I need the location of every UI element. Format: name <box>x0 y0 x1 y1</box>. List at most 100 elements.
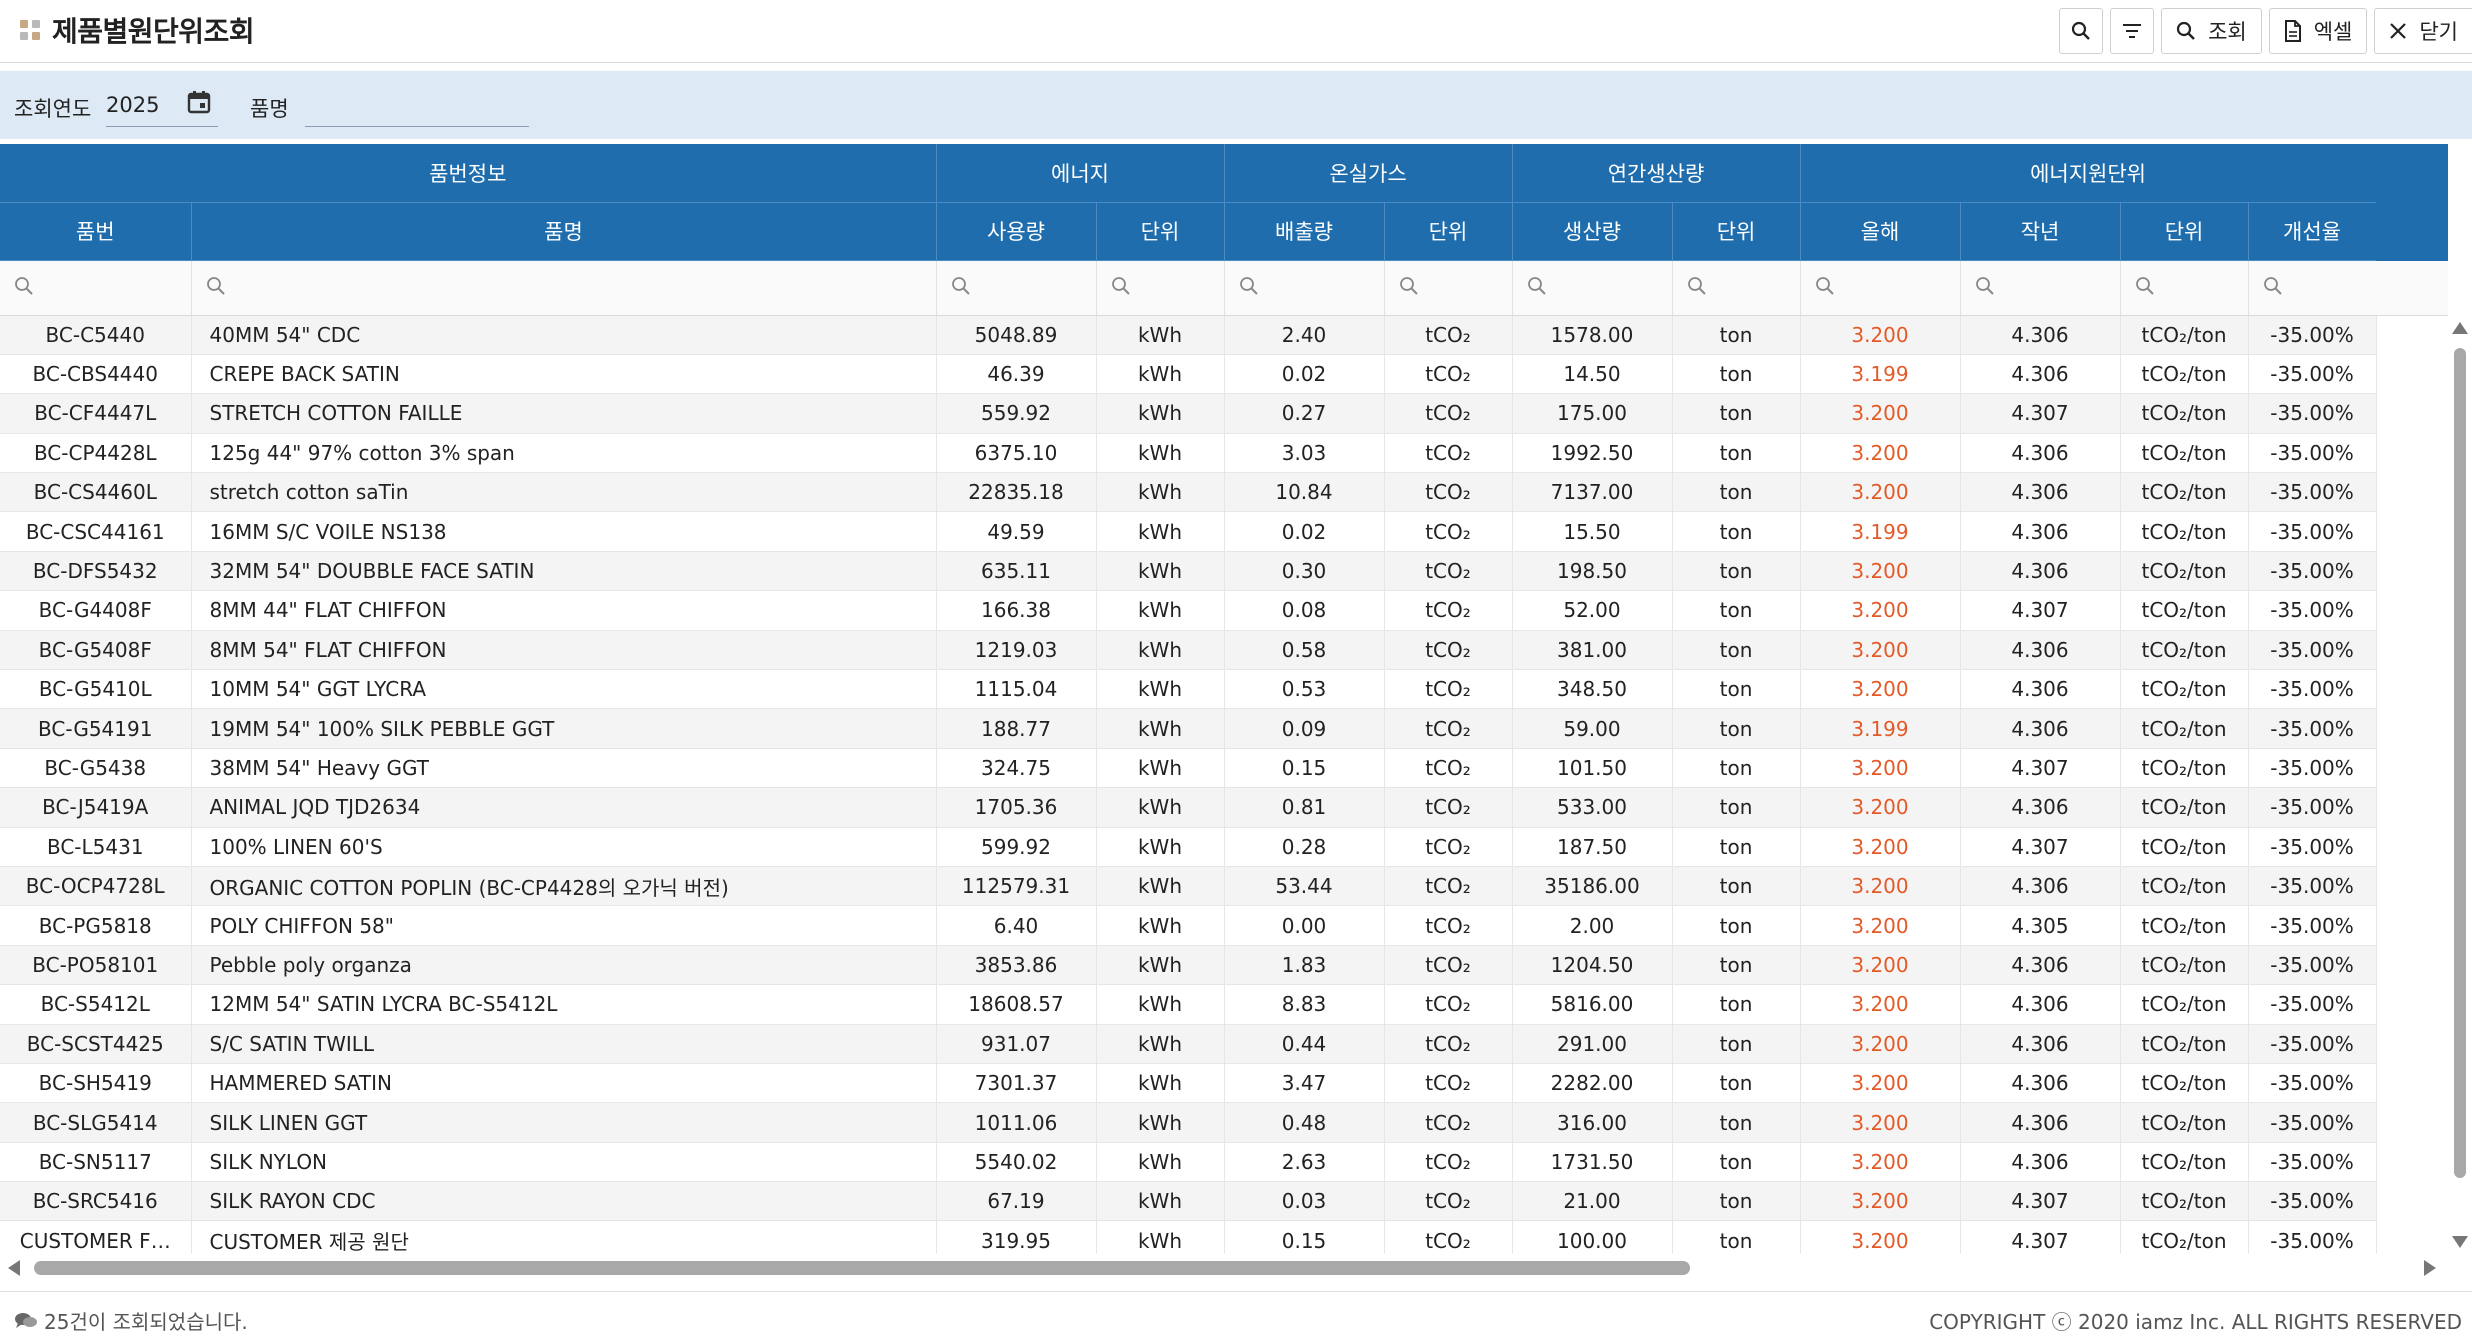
emission-unit-cell: tCO₂ <box>1384 1063 1513 1104</box>
column-header-row: 품번 품명 사용량 단위 배출량 단위 생산량 단위 올해 작년 단위 개선율 <box>0 202 2377 261</box>
production-unit-cell: ton <box>1672 630 1801 671</box>
horizontal-scrollbar[interactable] <box>0 1254 2448 1282</box>
intensity-unit-cell: tCO₂/ton <box>2120 866 2249 907</box>
table-row[interactable]: BC-DFS5432 32MM 54" DOUBBLE FACE SATIN 635… <box>0 551 2377 592</box>
column-filter-cell[interactable] <box>1384 260 1513 316</box>
table-row[interactable]: BC-J5419A ANIMAL JQD TJD2634 1705.36 kWh 0.8… <box>0 787 2377 828</box>
data-grid: 품번정보 에너지 온실가스 연간생산량 에너지원단위 품번 품명 사용량 단위 … <box>0 144 2448 1254</box>
emission-cell: 0.00 <box>1224 905 1385 946</box>
intensity-last-year-cell: 4.306 <box>1960 551 2121 592</box>
filter-button[interactable] <box>2110 8 2155 54</box>
scroll-right-arrow[interactable] <box>2424 1260 2436 1276</box>
column-filter-cell[interactable] <box>2120 260 2249 316</box>
table-row[interactable]: BC-G54191 19MM 54" 100% SILK PEBBLE GGT 18… <box>0 708 2377 749</box>
page-title: 제품별원단위조회 <box>52 15 255 48</box>
vertical-scrollbar[interactable] <box>2448 318 2472 1254</box>
emission-unit-cell: tCO₂ <box>1384 1181 1513 1222</box>
intensity-this-year-cell: 3.200 <box>1800 393 1961 434</box>
column-filter-cell[interactable] <box>1800 260 1961 316</box>
column-filter-cell[interactable] <box>0 260 192 316</box>
column-header[interactable]: 품명 <box>191 202 937 261</box>
column-header[interactable]: 단위 <box>1384 202 1513 261</box>
column-filter-cell[interactable] <box>1672 260 1801 316</box>
table-row[interactable]: BC-CSC44161 16MM S/C VOILE NS138 49.59 kWh 0… <box>0 511 2377 552</box>
production-cell: 1578.00 <box>1512 315 1673 355</box>
table-row[interactable]: BC-S5412L 12MM 54" SATIN LYCRA BC-S5412L 1… <box>0 984 2377 1025</box>
column-filter-cell[interactable] <box>1512 260 1673 316</box>
intensity-unit-cell: tCO₂/ton <box>2120 511 2249 552</box>
table-row[interactable]: BC-C5440 40MM 54" CDC 5048.89 kWh 2.40 tCO₂ 15… <box>0 315 2377 355</box>
product-name-label: 품명 <box>250 97 289 121</box>
part-number-cell: BC-J5419A <box>0 787 192 828</box>
emission-cell: 0.15 <box>1224 1220 1385 1254</box>
column-header[interactable]: 단위 <box>1096 202 1225 261</box>
scroll-left-arrow[interactable] <box>8 1260 20 1276</box>
column-header[interactable]: 개선율 <box>2248 202 2377 261</box>
table-row[interactable]: BC-SN5117 SILK NYLON 5540.02 kWh 2.63 tCO₂ 173… <box>0 1142 2377 1183</box>
column-header[interactable]: 품번 <box>0 202 192 261</box>
column-header[interactable]: 생산량 <box>1512 202 1673 261</box>
table-row[interactable]: BC-PG5818 POLY CHIFFON 58" 6.40 kWh 0.00 tCO₂… <box>0 905 2377 946</box>
column-header[interactable]: 배출량 <box>1224 202 1385 261</box>
production-unit-cell: ton <box>1672 1220 1801 1254</box>
table-row[interactable]: BC-CS4460L stretch cotton saTin 22835.18 kW… <box>0 472 2377 513</box>
column-header[interactable]: 올해 <box>1800 202 1961 261</box>
table-row[interactable]: BC-CF4447L STRETCH COTTON FAILLE 559.92 kWh… <box>0 393 2377 434</box>
calendar-icon[interactable] <box>186 89 212 115</box>
column-header[interactable]: 단위 <box>2120 202 2249 261</box>
scroll-down-arrow[interactable] <box>2452 1236 2468 1248</box>
intensity-last-year-cell: 4.307 <box>1960 748 2121 789</box>
product-name-input[interactable] <box>305 83 529 127</box>
improvement-rate-cell: -35.00% <box>2248 866 2377 907</box>
intensity-this-year-cell: 3.200 <box>1800 787 1961 828</box>
table-row[interactable]: BC-OCP4728L ORGANIC COTTON POPLIN (BC-CP4… <box>0 866 2377 907</box>
column-filter-cell[interactable] <box>191 260 937 316</box>
table-row[interactable]: BC-G4408F 8MM 44" FLAT CHIFFON 166.38 kWh 0.… <box>0 590 2377 631</box>
improvement-rate-cell: -35.00% <box>2248 905 2377 946</box>
product-name-cell: 16MM S/C VOILE NS138 <box>191 511 937 552</box>
table-row[interactable]: BC-L5431 100% LINEN 60'S 599.92 kWh 0.28 tCO₂… <box>0 827 2377 867</box>
search-button[interactable]: 조회 <box>2161 8 2262 54</box>
horizontal-scroll-thumb[interactable] <box>34 1261 1690 1275</box>
production-cell: 2282.00 <box>1512 1063 1673 1104</box>
table-row[interactable]: BC-G5438 38MM 54" Heavy GGT 324.75 kWh 0.15 t… <box>0 748 2377 789</box>
column-filter-cell[interactable] <box>1096 260 1225 316</box>
scroll-up-arrow[interactable] <box>2452 322 2468 334</box>
table-row[interactable]: BC-SH5419 HAMMERED SATIN 7301.37 kWh 3.47 tCO… <box>0 1063 2377 1104</box>
intensity-this-year-cell: 3.200 <box>1800 984 1961 1025</box>
emission-unit-cell: tCO₂ <box>1384 905 1513 946</box>
emission-cell: 0.58 <box>1224 630 1385 671</box>
table-row[interactable]: BC-G5408F 8MM 54" FLAT CHIFFON 1219.03 kWh 0… <box>0 630 2377 671</box>
excel-button[interactable]: 엑셀 <box>2268 8 2368 54</box>
emission-cell: 2.40 <box>1224 315 1385 355</box>
table-row[interactable]: BC-CP4428L 125g 44" 97% cotton 3% span 637… <box>0 433 2377 474</box>
column-filter-cell[interactable] <box>936 260 1097 316</box>
product-name-cell: 32MM 54" DOUBBLE FACE SATIN <box>191 551 937 592</box>
table-row[interactable]: BC-SCST4425 S/C SATIN TWILL 931.07 kWh 0.44 t… <box>0 1024 2377 1064</box>
close-button[interactable]: 닫기 <box>2374 8 2472 54</box>
vertical-scroll-thumb[interactable] <box>2454 348 2466 1178</box>
column-header[interactable]: 단위 <box>1672 202 1801 261</box>
part-number-cell: BC-CS4460L <box>0 472 192 513</box>
energy-usage-cell: 319.95 <box>936 1220 1097 1254</box>
part-number-cell: BC-G4408F <box>0 590 192 631</box>
column-header[interactable]: 작년 <box>1960 202 2121 261</box>
intensity-last-year-cell: 4.306 <box>1960 630 2121 671</box>
column-header[interactable]: 사용량 <box>936 202 1097 261</box>
table-row[interactable]: CUSTOMER F… CUSTOMER 제공 원단 319.95 kWh 0.15 tC… <box>0 1220 2377 1254</box>
quick-search-button[interactable] <box>2059 8 2104 54</box>
table-row[interactable]: BC-SRC5416 SILK RAYON CDC 67.19 kWh 0.03 tCO₂… <box>0 1181 2377 1222</box>
table-row[interactable]: BC-G5410L 10MM 54" GGT LYCRA 1115.04 kWh 0.5… <box>0 669 2377 710</box>
table-row[interactable]: BC-CBS4440 CREPE BACK SATIN 46.39 kWh 0.02 tC… <box>0 354 2377 395</box>
intensity-unit-cell: tCO₂/ton <box>2120 1220 2249 1254</box>
column-filter-cell[interactable] <box>1960 260 2121 316</box>
table-row[interactable]: BC-PO58101 Pebble poly organza 3853.86 kWh 1… <box>0 945 2377 986</box>
search-icon <box>1687 276 1707 300</box>
energy-unit-cell: kWh <box>1096 590 1225 631</box>
table-row[interactable]: BC-SLG5414 SILK LINEN GGT 1011.06 kWh 0.48 tC… <box>0 1102 2377 1143</box>
group-header: 에너지원단위 <box>1800 144 2377 203</box>
intensity-unit-cell: tCO₂/ton <box>2120 354 2249 395</box>
year-field[interactable]: 2025 <box>106 83 218 127</box>
column-filter-cell[interactable] <box>2248 260 2377 316</box>
column-filter-cell[interactable] <box>1224 260 1385 316</box>
